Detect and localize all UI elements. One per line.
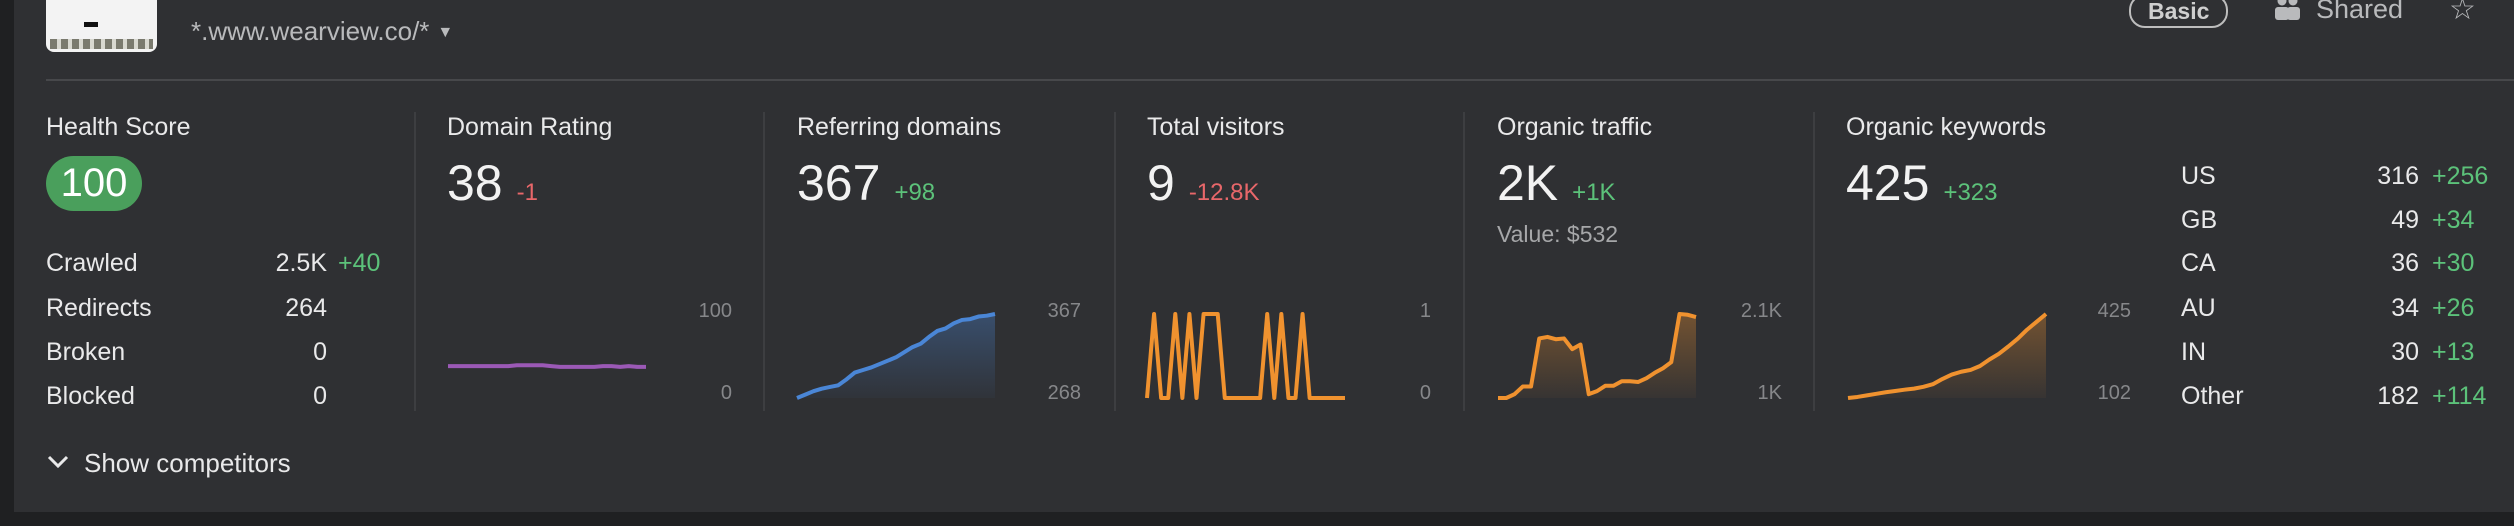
axis-min: 0 — [1419, 382, 1431, 404]
total-visitors-chart[interactable] — [1145, 312, 1345, 400]
domain-rating-value[interactable]: 38 -1 — [447, 154, 538, 212]
traffic-value: Value: $532 — [1497, 221, 1619, 247]
chevron-down-icon — [47, 455, 69, 469]
health-row-value[interactable]: 2.5K — [275, 249, 327, 277]
country-value: 49 — [2391, 206, 2419, 234]
axis-min: 268 — [1047, 382, 1081, 404]
show-competitors-button[interactable]: Show competitors — [46, 448, 291, 479]
delta: +323 — [1943, 179, 1998, 206]
domain-rating-label: Domain Rating — [447, 113, 613, 141]
column-divider — [414, 112, 416, 411]
health-row-value[interactable]: 0 — [313, 382, 327, 410]
delta: +1K — [1572, 179, 1616, 206]
value: 425 — [1846, 155, 1930, 211]
total_visitors-line — [1145, 312, 1345, 400]
country-delta: +13 — [2432, 338, 2475, 366]
delta: -12.8K — [1188, 179, 1260, 206]
organic-keywords-chart[interactable] — [1847, 312, 2048, 400]
country-delta: +34 — [2432, 206, 2475, 234]
organic-traffic-chart[interactable] — [1498, 312, 1697, 400]
target-url: *.www.wearview.co/* — [191, 16, 430, 46]
show-competitors-label: Show competitors — [84, 448, 291, 478]
value: 9 — [1147, 155, 1175, 211]
health-row-value[interactable]: 0 — [313, 338, 327, 366]
column-divider — [1813, 112, 1815, 411]
health-row-label: Blocked — [46, 382, 135, 410]
value: 38 — [447, 155, 503, 211]
country-code[interactable]: US — [2181, 162, 2216, 190]
column-divider — [1463, 112, 1465, 411]
health-row-delta: +40 — [338, 249, 381, 277]
total-visitors-value[interactable]: 9 -12.8K — [1147, 154, 1260, 212]
country-code[interactable]: AU — [2181, 294, 2216, 322]
axis-max: 1 — [1419, 300, 1431, 322]
axis-min: 0 — [720, 382, 732, 404]
country-delta: +26 — [2432, 294, 2475, 322]
country-value: 34 — [2391, 294, 2419, 322]
country-value: 30 — [2391, 338, 2419, 366]
organic_traffic-line — [1498, 312, 1697, 400]
axis-min: 102 — [2097, 382, 2131, 404]
site-thumbnail[interactable] — [46, 0, 157, 52]
column-divider — [763, 112, 765, 411]
plan-badge: Basic — [2129, 0, 2229, 28]
referring-domains-chart[interactable] — [796, 312, 996, 400]
star-icon[interactable]: ☆ — [2449, 0, 2476, 26]
shared-button[interactable]: Shared — [2272, 0, 2403, 25]
axis-min: 1K — [1757, 382, 1782, 404]
divider — [46, 79, 2514, 81]
organic_keywords-area — [1848, 314, 2046, 398]
referring-domains-label: Referring domains — [797, 113, 1002, 141]
organic_traffic-area — [1498, 314, 1696, 398]
referring_domains-area — [797, 314, 995, 398]
country-value: 182 — [2377, 382, 2419, 410]
country-delta: +30 — [2432, 249, 2475, 277]
value: 367 — [797, 155, 881, 211]
health-row-label: Crawled — [46, 249, 138, 277]
health-row-label: Broken — [46, 338, 126, 366]
axis-max: 2.1K — [1740, 300, 1782, 322]
shared-label: Shared — [2316, 0, 2404, 24]
value: 2K — [1497, 155, 1559, 211]
site-overview-panel — [14, 0, 2514, 512]
organic-traffic-label: Organic traffic — [1497, 113, 1653, 141]
axis-max: 367 — [1047, 300, 1081, 322]
organic_keywords-line — [1847, 312, 2048, 400]
organic-traffic-value[interactable]: 2K +1K — [1497, 154, 1616, 212]
country-delta: +114 — [2432, 382, 2487, 410]
domain_rating-line — [448, 363, 646, 369]
health-row-label: Redirects — [46, 294, 152, 322]
people-icon — [2275, 0, 2300, 20]
axis-max: 425 — [2097, 300, 2131, 322]
organic-keywords-value[interactable]: 425 +323 — [1846, 154, 1998, 212]
health-score-label: Health Score — [46, 113, 191, 141]
target-url-selector[interactable]: *.www.wearview.co/* ▼ — [191, 16, 453, 47]
country-code[interactable]: GB — [2181, 206, 2218, 234]
total-visitors-label: Total visitors — [1147, 113, 1285, 141]
country-value: 36 — [2391, 249, 2419, 277]
column-divider — [1114, 112, 1116, 411]
axis-max: 100 — [698, 300, 732, 322]
country-code[interactable]: CA — [2181, 249, 2216, 277]
country-delta: +256 — [2432, 162, 2489, 190]
country-value: 316 — [2377, 162, 2419, 190]
country-code[interactable]: Other — [2181, 382, 2244, 410]
caret-down-icon: ▼ — [437, 24, 454, 42]
country-code[interactable]: IN — [2181, 338, 2206, 366]
delta: -1 — [516, 179, 538, 206]
health-row-value[interactable]: 264 — [285, 294, 327, 322]
referring-domains-value[interactable]: 367 +98 — [797, 154, 935, 212]
health-score-badge[interactable]: 100 — [46, 156, 142, 211]
organic-keywords-label: Organic keywords — [1846, 113, 2047, 141]
domain-rating-chart[interactable] — [448, 314, 646, 398]
referring_domains-line — [796, 312, 996, 400]
delta: +98 — [894, 179, 936, 206]
